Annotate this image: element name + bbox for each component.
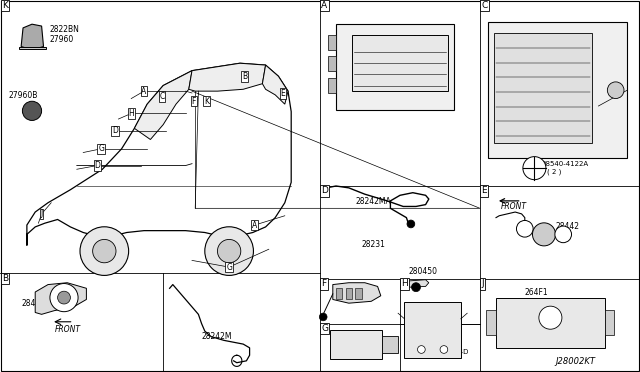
Text: 28442: 28442 (556, 222, 579, 231)
Bar (494, 33, 592, 143)
Text: A: A (141, 87, 147, 96)
Text: 27960B: 27960B (8, 92, 38, 100)
Text: 260A0: 260A0 (365, 70, 389, 79)
Text: 28442+A: 28442+A (21, 299, 57, 308)
Text: K: K (2, 1, 8, 10)
Text: 08540-4122A: 08540-4122A (541, 161, 589, 167)
Circle shape (555, 226, 572, 243)
Circle shape (319, 313, 327, 321)
Text: D: D (321, 186, 328, 195)
Text: 28242MA: 28242MA (355, 197, 391, 206)
Bar (486, 310, 496, 335)
Bar (346, 288, 352, 299)
Circle shape (58, 291, 70, 304)
Circle shape (516, 221, 533, 237)
Text: S: S (528, 161, 532, 167)
Text: 28035D: 28035D (554, 102, 584, 111)
Circle shape (50, 283, 78, 312)
Text: FRONT: FRONT (500, 202, 527, 211)
Text: 28242M: 28242M (202, 332, 232, 341)
Text: D: D (94, 161, 100, 170)
Bar (605, 310, 614, 335)
Text: C: C (159, 92, 164, 101)
Bar (328, 35, 336, 50)
Text: B: B (2, 274, 8, 283)
Text: 284G2: 284G2 (415, 349, 438, 355)
Bar (328, 57, 336, 71)
Text: J28002KT: J28002KT (556, 357, 595, 366)
Text: 28040D: 28040D (344, 296, 371, 302)
Circle shape (407, 220, 415, 228)
Polygon shape (406, 280, 429, 287)
Text: 28419: 28419 (346, 347, 370, 356)
Polygon shape (21, 24, 44, 49)
Text: A: A (252, 221, 257, 230)
Circle shape (417, 346, 425, 353)
Polygon shape (333, 283, 381, 303)
Circle shape (80, 227, 129, 275)
Bar (330, 330, 382, 359)
Text: J: J (40, 209, 43, 218)
Bar (336, 288, 342, 299)
Text: G: G (321, 324, 328, 333)
Circle shape (205, 227, 253, 275)
Text: J: J (481, 279, 484, 288)
Circle shape (22, 101, 42, 121)
Text: 28074P: 28074P (413, 35, 442, 44)
Bar (336, 24, 454, 110)
Text: G: G (98, 144, 104, 153)
Text: 28231: 28231 (362, 240, 385, 249)
Circle shape (607, 82, 624, 99)
Polygon shape (134, 71, 192, 140)
Text: 27960: 27960 (49, 35, 74, 44)
Text: G: G (226, 263, 232, 272)
Circle shape (412, 283, 420, 292)
Text: 280450: 280450 (408, 267, 437, 276)
Text: ( 2 ): ( 2 ) (547, 169, 561, 175)
Bar (352, 35, 448, 91)
Text: E: E (481, 186, 487, 195)
Bar (355, 288, 362, 299)
Polygon shape (189, 63, 266, 91)
Text: A: A (321, 1, 328, 10)
Text: H: H (129, 109, 134, 118)
Bar (488, 22, 627, 158)
Bar (496, 298, 605, 348)
Text: C: C (481, 1, 488, 10)
Polygon shape (35, 283, 86, 314)
Bar (382, 336, 398, 353)
Text: E: E (280, 89, 285, 98)
Text: FRONT: FRONT (54, 325, 81, 334)
Circle shape (539, 306, 562, 329)
Text: 28060: 28060 (504, 119, 528, 128)
Text: H: H (401, 279, 408, 288)
Circle shape (218, 240, 241, 263)
Circle shape (532, 223, 556, 246)
Text: 2822BN: 2822BN (49, 25, 79, 34)
Text: F: F (321, 279, 326, 288)
Bar (328, 78, 336, 93)
Bar (404, 302, 461, 358)
Text: 25394D: 25394D (442, 349, 469, 355)
Text: B: B (242, 72, 247, 81)
Text: F: F (192, 97, 196, 106)
Text: 264F1: 264F1 (525, 288, 548, 296)
Circle shape (93, 240, 116, 263)
Text: D: D (112, 126, 118, 135)
Polygon shape (27, 63, 291, 246)
Polygon shape (262, 65, 288, 104)
Text: K: K (204, 97, 209, 106)
Circle shape (440, 346, 448, 353)
Polygon shape (19, 46, 46, 49)
Circle shape (523, 157, 546, 180)
